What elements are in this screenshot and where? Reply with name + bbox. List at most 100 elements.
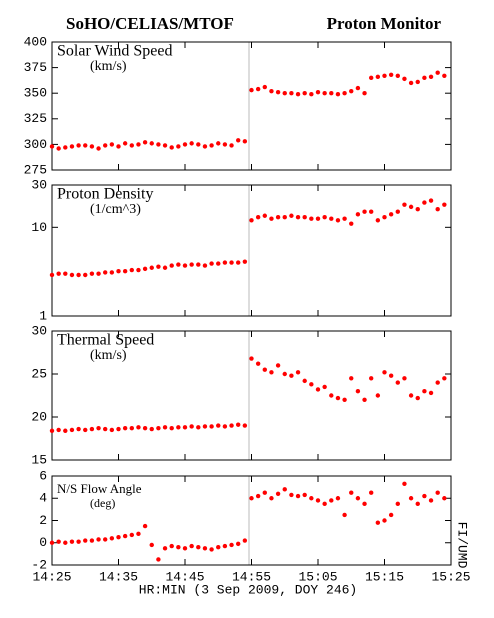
- data-point: [129, 267, 134, 273]
- data-point: [189, 424, 194, 429]
- x-tick-label: 14:55: [232, 569, 271, 584]
- data-point: [182, 546, 188, 551]
- data-point: [56, 427, 61, 433]
- data-point: [355, 389, 361, 394]
- data-point: [388, 72, 394, 77]
- data-point: [49, 272, 55, 278]
- data-point: [255, 215, 261, 220]
- data-point: [282, 371, 287, 377]
- data-point: [69, 427, 75, 433]
- data-point: [169, 145, 174, 150]
- y-tick-label: 275: [24, 162, 47, 177]
- y-tick-label: 325: [24, 111, 47, 126]
- data-point: [89, 426, 95, 432]
- data-point: [295, 370, 301, 375]
- y-tick-label: 350: [24, 86, 47, 101]
- data-point: [442, 202, 447, 207]
- data-point: [335, 218, 341, 223]
- x-tick-label: 15:15: [365, 569, 404, 584]
- data-point: [209, 424, 214, 429]
- data-point: [428, 390, 434, 396]
- data-point: [169, 263, 174, 268]
- data-point: [196, 425, 201, 430]
- data-point: [415, 501, 420, 507]
- data-point: [275, 491, 281, 496]
- data-point: [402, 76, 407, 82]
- y-tick-label: 20: [31, 409, 47, 424]
- y-tick-label: -2: [31, 557, 47, 572]
- data-point: [209, 261, 214, 266]
- data-point: [408, 496, 414, 501]
- data-point: [408, 80, 414, 86]
- data-point: [122, 425, 128, 431]
- data-point: [262, 490, 267, 495]
- data-point: [69, 144, 75, 149]
- data-point: [269, 496, 274, 501]
- data-point: [362, 501, 367, 507]
- data-point: [63, 145, 68, 150]
- data-point: [236, 260, 241, 265]
- data-point: [355, 85, 361, 91]
- data-point: [275, 363, 281, 368]
- data-point: [375, 218, 381, 223]
- data-point: [289, 213, 294, 218]
- data-point: [309, 216, 314, 221]
- data-point: [442, 376, 447, 381]
- data-point: [262, 84, 267, 90]
- panel-units: (1/cm^3): [90, 202, 141, 217]
- panel-units: (km/s): [90, 348, 127, 363]
- data-point: [269, 216, 274, 221]
- data-point: [329, 216, 334, 221]
- data-point: [96, 425, 101, 431]
- y-tick-label: 300: [24, 137, 47, 152]
- data-point: [369, 376, 374, 381]
- data-point: [56, 539, 61, 544]
- data-point: [382, 215, 387, 220]
- data-point: [388, 512, 394, 518]
- data-point: [249, 218, 254, 223]
- data-point: [162, 143, 168, 148]
- data-point: [282, 215, 287, 220]
- data-point: [116, 534, 121, 540]
- data-point: [435, 380, 440, 385]
- data-point: [255, 361, 261, 366]
- data-point: [395, 380, 400, 385]
- data-point: [402, 376, 407, 381]
- data-point: [342, 91, 347, 96]
- data-point: [422, 200, 427, 205]
- x-tick-label: 14:35: [99, 569, 138, 584]
- data-point: [56, 271, 61, 276]
- data-point: [289, 91, 294, 96]
- data-point: [349, 490, 354, 495]
- data-point: [103, 143, 108, 148]
- data-point: [136, 267, 141, 273]
- data-point: [395, 73, 400, 78]
- y-tick-label: 25: [31, 366, 47, 381]
- credit: FI/UMD: [455, 522, 470, 569]
- y-tick-label: 400: [24, 34, 47, 49]
- data-point: [362, 209, 367, 214]
- data-point: [116, 144, 121, 149]
- data-point: [236, 541, 241, 547]
- data-point: [176, 144, 181, 149]
- data-point: [289, 373, 294, 378]
- panel-title: N/S Flow Angle: [57, 481, 142, 496]
- data-point: [182, 142, 188, 147]
- data-point: [116, 426, 121, 432]
- data-point: [282, 91, 287, 96]
- data-point: [122, 269, 128, 274]
- data-point: [255, 86, 261, 92]
- data-point: [342, 397, 347, 402]
- y-tick-label: 4: [39, 491, 47, 506]
- data-point: [49, 144, 55, 149]
- data-point: [96, 146, 101, 151]
- x-tick-label: 15:05: [298, 569, 337, 584]
- data-point: [202, 546, 208, 551]
- data-point: [202, 144, 208, 149]
- y-tick-label: 375: [24, 60, 47, 75]
- data-point: [395, 501, 400, 507]
- data-point: [315, 89, 321, 95]
- data-point: [149, 141, 154, 146]
- data-point: [309, 92, 314, 97]
